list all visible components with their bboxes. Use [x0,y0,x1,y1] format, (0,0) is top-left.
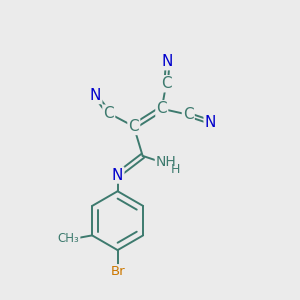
Text: Br: Br [110,265,125,278]
Text: H: H [171,163,181,176]
Text: C: C [157,101,167,116]
Text: N: N [90,88,101,103]
Text: NH: NH [156,155,177,169]
Text: C: C [161,76,172,91]
Text: CH₃: CH₃ [58,232,80,245]
Text: N: N [205,115,216,130]
Text: N: N [162,54,173,69]
Text: C: C [103,106,114,121]
Text: N: N [112,167,123,182]
Text: C: C [183,107,194,122]
Text: C: C [128,119,139,134]
